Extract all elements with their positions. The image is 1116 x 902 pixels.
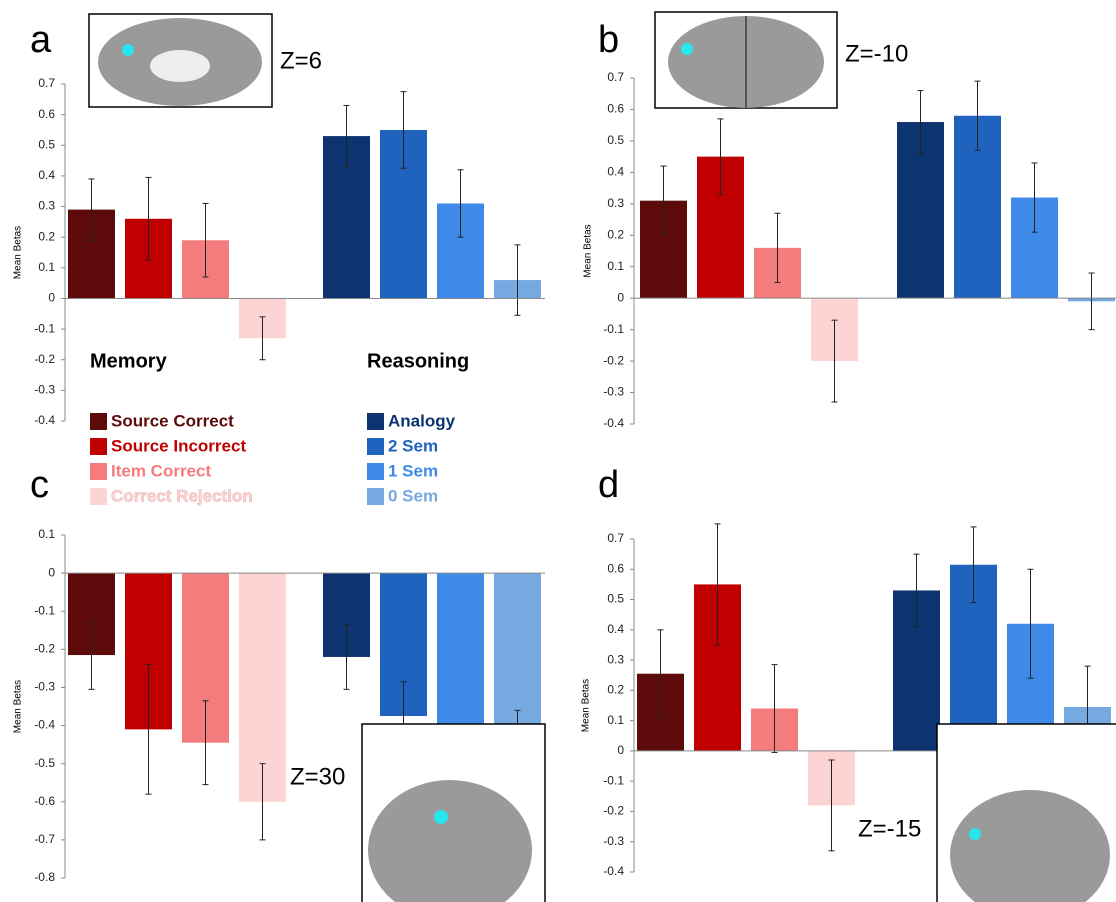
y-tick-label: -0.2 [34, 642, 55, 656]
y-tick-label: -0.3 [603, 385, 624, 399]
y-tick-label: 0.4 [607, 622, 624, 636]
y-tick-label: -0.3 [34, 680, 55, 694]
legend-label: Correct Rejection [111, 486, 253, 505]
brain-image [150, 50, 210, 82]
legend-label: Analogy [388, 411, 456, 430]
y-tick-label: -0.4 [34, 718, 55, 732]
brain-image [950, 790, 1110, 902]
legend-title: Reasoning [367, 350, 469, 372]
annotation: Z=-15 [858, 815, 921, 842]
y-tick-label: -0.1 [603, 773, 624, 787]
y-tick-label: 0.4 [607, 165, 624, 179]
y-tick-label: 0.1 [607, 713, 624, 727]
roi-marker [681, 43, 693, 55]
y-tick-label: 0.6 [607, 561, 624, 575]
y-tick-label: 0.4 [38, 168, 55, 182]
y-tick-label: -0.6 [34, 794, 55, 808]
y-axis-label: Mean Betas [583, 224, 594, 277]
y-tick-label: -0.4 [34, 413, 55, 427]
y-tick-label: 0.7 [607, 531, 624, 545]
legend-label: 1 Sem [388, 461, 438, 480]
roi-marker [434, 810, 448, 824]
y-tick-label: 0.5 [607, 133, 624, 147]
y-tick-label: 0.6 [38, 107, 55, 121]
legend-swatch [367, 488, 384, 505]
panel-label: c [30, 464, 49, 506]
y-tick-label: 0.3 [607, 652, 624, 666]
annotation: Z=-10 [845, 40, 908, 67]
y-tick-label: -0.4 [603, 864, 624, 878]
y-axis-label: Mean Betas [581, 679, 592, 732]
legend-swatch [367, 463, 384, 480]
y-tick-label: 0 [48, 291, 55, 305]
y-tick-label: -0.1 [34, 321, 55, 335]
y-axis-label: Mean Betas [13, 680, 24, 733]
y-tick-label: 0.3 [607, 196, 624, 210]
y-tick-label: -0.2 [603, 804, 624, 818]
y-tick-label: 0.7 [38, 76, 55, 90]
y-tick-label: 0.1 [38, 527, 55, 541]
y-tick-label: 0.3 [38, 199, 55, 213]
y-tick-label: 0.1 [607, 259, 624, 273]
y-tick-label: 0 [617, 290, 624, 304]
y-tick-label: 0.6 [607, 102, 624, 116]
y-tick-label: 0 [48, 565, 55, 579]
y-tick-label: 0.5 [38, 137, 55, 151]
annotation: Z=30 [290, 763, 345, 790]
legend-swatch [90, 413, 107, 430]
panel-label: a [30, 19, 52, 61]
legend-label: 0 Sem [388, 486, 438, 505]
legend-swatch [90, 463, 107, 480]
y-tick-label: -0.4 [603, 416, 624, 430]
legend-label: Source Incorrect [111, 436, 246, 455]
y-tick-label: -0.3 [34, 383, 55, 397]
y-tick-label: -0.3 [603, 834, 624, 848]
y-tick-label: 0.7 [607, 70, 624, 84]
panel-label: b [598, 19, 619, 61]
y-tick-label: -0.2 [34, 352, 55, 366]
legend-swatch [367, 438, 384, 455]
legend-label: Item Correct [111, 461, 211, 480]
legend-swatch [367, 413, 384, 430]
y-tick-label: 0.1 [38, 260, 55, 274]
legend-title: Memory [90, 350, 168, 372]
y-tick-label: 0.2 [607, 227, 624, 241]
y-axis-label: Mean Betas [13, 226, 24, 279]
roi-marker [969, 828, 981, 840]
y-tick-label: -0.7 [34, 832, 55, 846]
brain-image [368, 780, 532, 902]
brain-insets [88, 11, 1116, 902]
y-tick-label: 0 [617, 743, 624, 757]
legend-swatch [90, 488, 107, 505]
roi-marker [122, 44, 134, 56]
legend-swatch [90, 438, 107, 455]
legend-label: Source Correct [111, 411, 234, 430]
y-tick-label: -0.5 [34, 756, 55, 770]
y-tick-label: -0.1 [603, 322, 624, 336]
y-tick-label: 0.2 [607, 683, 624, 697]
annotation: Z=6 [280, 47, 322, 74]
y-tick-label: -0.1 [34, 603, 55, 617]
panel-label: d [598, 464, 619, 506]
legend-label: 2 Sem [388, 436, 438, 455]
y-tick-label: -0.8 [34, 870, 55, 884]
y-tick-label: 0.5 [607, 592, 624, 606]
y-tick-label: -0.2 [603, 353, 624, 367]
y-tick-label: 0.2 [38, 229, 55, 243]
